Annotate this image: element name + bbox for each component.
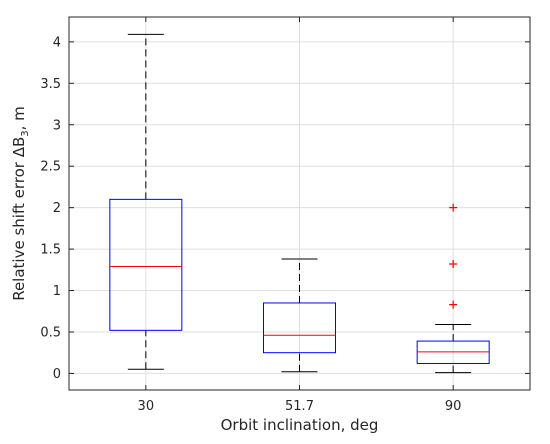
outlier-marker [449, 203, 458, 212]
y-axis-ticks: 0 0.5 1 1.5 2 2.5 3 3.5 4 [40, 35, 530, 382]
box-group-51-7 [263, 258, 336, 373]
grid-lines [69, 17, 530, 390]
box-group-90 [416, 203, 490, 374]
y-axis-title-subscript: 3 [20, 130, 31, 136]
x-axis-title: Orbit inclination, deg [221, 416, 379, 434]
y-tick-label: 0.5 [40, 325, 61, 340]
y-axis-title: Relative shift error ΔB3, m [10, 106, 31, 301]
y-tick-label: 2.5 [40, 160, 61, 175]
y-tick-label: 3 [53, 118, 61, 133]
x-axis-ticks: 30 51.7 90 [138, 17, 462, 414]
box-iqr [263, 302, 336, 354]
box-plot-series [109, 33, 490, 374]
x-tick-label: 51.7 [285, 399, 314, 414]
x-tick-label: 90 [445, 399, 462, 414]
y-tick-label: 1 [53, 284, 61, 299]
outlier-marker [449, 300, 458, 309]
y-tick-label: 0 [53, 367, 61, 382]
box-iqr [109, 198, 183, 331]
box-group-30 [109, 33, 183, 370]
y-axis-title-suffix: , m [10, 106, 28, 130]
x-tick-label: 30 [138, 399, 155, 414]
y-tick-label: 2 [53, 201, 61, 216]
outlier-marker [449, 260, 458, 269]
y-axis-title-main: Relative shift error ΔB [10, 137, 28, 301]
y-tick-label: 1.5 [40, 243, 61, 258]
y-tick-label: 3.5 [40, 77, 61, 92]
y-tick-label: 4 [53, 35, 61, 50]
